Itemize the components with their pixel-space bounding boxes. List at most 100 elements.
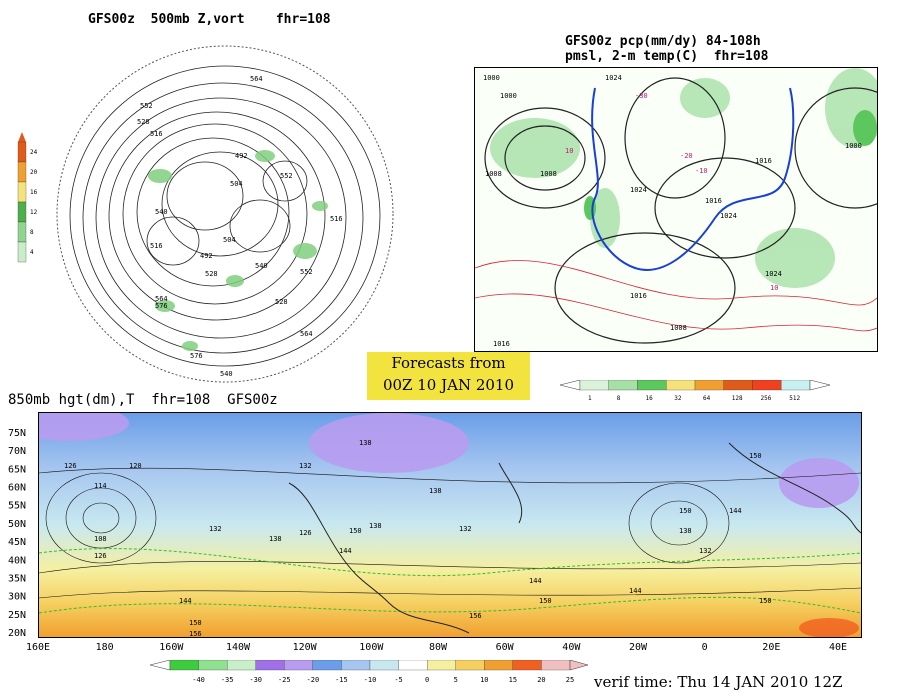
polar-colorbar-tick: 16 (30, 189, 38, 196)
global-colorbar-tick: 0 (425, 676, 429, 684)
global-colorbar-swatch (426, 660, 456, 671)
global-height-label: 150 (749, 452, 762, 460)
us-temp-label: -20 (680, 152, 693, 160)
us-pressure-labels: 1000 1024 1000 1008 1008 1024 1016 1024 1016 1016… (483, 74, 862, 348)
us-pressure-label: 1024 (630, 186, 647, 194)
us-temp-label: -10 (695, 167, 708, 175)
polar-contour-label: 576 (190, 352, 203, 360)
global-height-label: 138 (359, 439, 372, 447)
global-height-label: 150 (539, 597, 552, 605)
global-height-label: 132 (459, 525, 472, 533)
polar-contour-label: 552 (280, 172, 293, 180)
global-temp-contours (39, 548, 861, 614)
global-height-label: 114 (94, 482, 107, 490)
lon-tick-label: 120W (293, 642, 318, 653)
colorbar-arrow-top (18, 132, 26, 142)
colorbar-arrow-left (150, 660, 171, 671)
polar-colorbar-swatch (17, 181, 27, 203)
global-coastlines (288, 442, 861, 634)
polar-colorbar: 24 20 16 12 8 4 (17, 132, 38, 263)
global-height-label: 156 (469, 612, 482, 620)
global-colorbar-swatch (169, 660, 199, 671)
us-colorbar-tick: 512 (789, 395, 800, 402)
polar-contour-label: 552 (140, 102, 153, 110)
forecast-line2: 00Z 10 JAN 2010 (382, 376, 515, 394)
global-colorbar-tick: 20 (537, 676, 545, 684)
us-map-title-line1: GFS00z pcp(mm/dy) 84-108h (565, 34, 761, 49)
global-colorbar-tick: -40 (192, 676, 205, 684)
polar-vorticity-shading (148, 150, 328, 351)
polar-contour-label: 552 (300, 268, 313, 276)
polar-colorbar-swatch (17, 241, 27, 263)
global-height-label: 132 (209, 525, 222, 533)
us-colorbar-swatch (637, 380, 667, 391)
global-height-contours (39, 467, 861, 599)
us-pressure-label: 1000 (500, 92, 517, 100)
lon-tick-label: 180 (96, 642, 114, 653)
colorbar-arrow-left (560, 380, 581, 391)
global-lon-axis: 160E 180 160W 140W 120W 100W 80W 60W 40W 20W 0 20E 4… (26, 642, 847, 653)
lat-tick-label: 20N (8, 628, 26, 639)
polar-colorbar-swatch (17, 161, 27, 183)
global-height-label: 156 (189, 630, 202, 638)
polar-contour-label: 516 (150, 130, 163, 138)
lon-tick-label: 80W (429, 642, 448, 653)
global-colorbar: -40 -35 -30 -25 -20 -15 -10 -5 0 5 10 15 20 25 (150, 660, 589, 684)
us-colorbar-tick: 8 (617, 395, 621, 402)
global-colorbar-tick: 25 (566, 676, 574, 684)
lat-tick-label: 75N (8, 428, 26, 439)
us-colorbar-swatch (781, 380, 811, 391)
global-height-label: 126 (299, 529, 312, 537)
forecast-line1: Forecasts from (391, 354, 506, 372)
global-colorbar-swatch (369, 660, 399, 671)
global-colorbar-swatch (312, 660, 342, 671)
us-precip-map: 1000 1024 1000 1008 1008 1024 1016 1024 1016 1016… (474, 67, 878, 352)
us-pressure-label: 1024 (605, 74, 622, 82)
polar-contour-label: 564 (155, 295, 168, 303)
us-colorbar-tick: 16 (646, 395, 654, 402)
polar-contour-label: 540 (220, 370, 233, 378)
polar-contour-label: 504 (230, 180, 243, 188)
lon-tick-label: 20E (762, 642, 780, 653)
global-colorbar-tick: -10 (364, 676, 377, 684)
lat-tick-label: 60N (8, 483, 26, 494)
global-colorbar-swatch (226, 660, 256, 671)
polar-colorbar-tick: 4 (30, 249, 34, 256)
global-colorbar-swatch (541, 660, 571, 671)
us-pressure-label: 1000 (845, 142, 862, 150)
global-height-label: 138 (369, 522, 382, 530)
polar-colorbar-swatch (17, 141, 27, 163)
polar-height-contours (69, 65, 381, 367)
lat-tick-label: 55N (8, 501, 26, 512)
polar-contour-label: 516 (330, 215, 343, 223)
lon-tick-label: 160W (159, 642, 184, 653)
lat-tick-label: 35N (8, 573, 26, 584)
polar-colorbar-tick: 8 (30, 229, 34, 236)
global-colorbar-swatch (484, 660, 514, 671)
polar-contour-label: 516 (150, 242, 163, 250)
global-height-label: 126 (64, 462, 77, 470)
polar-contour-label: 564 (250, 75, 263, 83)
us-temp-label: 10 (770, 284, 778, 292)
global-cold-anomaly (39, 413, 859, 508)
global-colorbar-tick: -25 (278, 676, 291, 684)
global-colorbar-swatch (455, 660, 485, 671)
us-pressure-label: 1016 (630, 292, 647, 300)
us-temp-labels: 10 -30 -20-10 10 (565, 92, 778, 292)
global-height-label: 144 (179, 597, 192, 605)
us-temp-contours (475, 260, 877, 332)
polar-colorbar-swatch (17, 221, 27, 243)
global-850mb-map: 138 126 120 114 108 126 132 138 144 150 138 144 150 1… (38, 412, 862, 638)
us-colorbar-swatch (694, 380, 724, 391)
lon-tick-label: 20W (629, 642, 648, 653)
lon-tick-label: 0 (702, 642, 708, 653)
us-pressure-label: 1000 (483, 74, 500, 82)
global-height-label: 138 (679, 527, 692, 535)
us-colorbar-swatch (666, 380, 696, 391)
polar-contour-label: 492 (200, 252, 213, 260)
us-colorbar-swatch (752, 380, 782, 391)
global-height-label: 144 (629, 587, 642, 595)
polar-colorbar-swatch (17, 201, 27, 223)
lat-tick-label: 65N (8, 464, 26, 475)
lat-tick-label: 40N (8, 555, 26, 566)
